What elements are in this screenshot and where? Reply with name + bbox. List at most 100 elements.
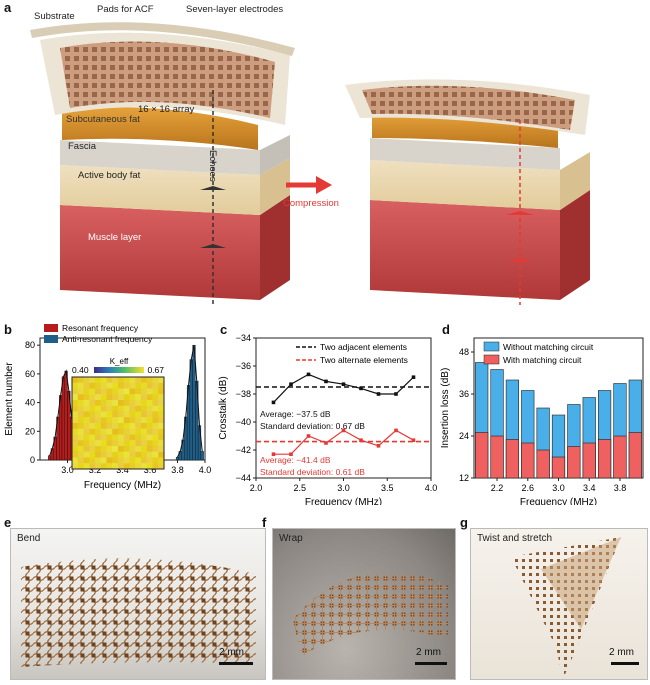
chart-b-bar (200, 451, 204, 461)
chart-b-heatmap-cell (158, 411, 165, 418)
chart-b-heatmap-cell (106, 440, 113, 447)
chart-b-heatmap-cell (135, 428, 142, 435)
chart-b-colorbar (94, 367, 144, 373)
chart-b-heatmap-cell (77, 382, 84, 389)
chart-c-annotation: Average: −37.5 dB (260, 409, 331, 419)
chart-b-heatmap-cell (135, 377, 142, 383)
chart-c-ytick-label: −34 (236, 333, 251, 343)
chart-d-bar-with (597, 439, 612, 479)
twist-array-image (511, 537, 621, 679)
chart-b-heatmap-cell (112, 440, 119, 447)
chart-c-legend-label: Two adjacent elements (320, 342, 407, 352)
chart-b-ytick-label: 80 (25, 340, 35, 350)
chart-b-heatmap-cell (141, 428, 147, 435)
chart-c-point (394, 428, 398, 433)
label-muscle: Muscle layer (88, 232, 142, 243)
chart-b-heatmap-cell (106, 382, 113, 389)
chart-b-heatmap-cell (89, 411, 96, 418)
chart-b-heatmap-cell (72, 394, 78, 401)
chart-d-bar-with (536, 449, 550, 479)
chart-b-bar (61, 376, 65, 461)
chart-b-heatmap-cell (112, 451, 119, 458)
chart-b-heatmap-cell (123, 400, 130, 406)
chart-b-heatmap-cell (152, 451, 159, 458)
chart-b-heatmap-cell (141, 440, 147, 447)
chart-b-heatmap-cell (89, 400, 96, 406)
chart-b-heatmap-cell (118, 394, 124, 401)
chart-b: 0 20 40 60 80 3.0 3.2 3.4 3.6 3.8 4.0 Frequency (MH… (4, 323, 211, 491)
chart-b-heatmap-cell (129, 411, 136, 418)
chart-b-heatmap-cell (118, 405, 124, 412)
chart-b-heatmap-cell (135, 457, 142, 464)
chart-b-heatmap-cell (123, 434, 130, 441)
chart-b-heatmap-cell (135, 388, 142, 395)
chart-d-xtick-label: 3.0 (552, 483, 565, 493)
tissue-block-left (30, 22, 295, 305)
chart-b-heatmap-cell (112, 434, 119, 441)
chart-b-heatmap-cell (158, 457, 165, 464)
chart-b-heatmap-cell (77, 388, 84, 395)
chart-b-heatmap-cell (158, 388, 165, 395)
chart-c-xtick-label: 2.5 (293, 483, 306, 493)
chart-b-heatmap-cell (152, 394, 159, 401)
chart-b-heatmap-cell (83, 451, 90, 458)
chart-b-ytick-label: 40 (25, 398, 35, 408)
bend-label: Bend (17, 533, 41, 544)
label-electrodes: Seven-layer electrodes (186, 4, 284, 15)
chart-b-heatmap-cell (118, 411, 124, 418)
chart-b-heatmap-cell (118, 417, 124, 424)
chart-b-heatmap-cell (112, 377, 119, 383)
chart-b-heatmap-cell (95, 377, 101, 383)
chart-b-heatmap-cell (77, 446, 84, 452)
chart-d-bar-with (475, 432, 489, 479)
chart-c-point (376, 444, 381, 448)
chart-c-annotation: Average: −41.4 dB (260, 455, 331, 465)
chart-d-ytick-label: 12 (459, 473, 469, 483)
chart-b-heatmap-cell (100, 400, 107, 406)
chart-b-heatmap-cell (123, 405, 130, 412)
wrap-array-image (293, 572, 448, 657)
scale-label-g: 2 mm (609, 647, 634, 658)
wrap-label: Wrap (279, 533, 303, 544)
chart-c-series-line (273, 373, 414, 403)
chart-b-heatmap-cell (146, 394, 153, 401)
chart-b-heatmap-cell (89, 417, 96, 424)
chart-c-point (324, 379, 328, 384)
chart-b-heatmap-cell (100, 411, 107, 418)
chart-b-heatmap-cell (89, 446, 96, 452)
chart-b-heatmap-cell (77, 434, 84, 441)
chart-b-heatmap-cell (146, 388, 153, 395)
chart-d-xtick-label: 3.4 (583, 483, 596, 493)
chart-b-heatmap-cell (146, 446, 153, 452)
chart-b-heatmap-cell (118, 428, 124, 435)
chart-c-annotation: Standard deviation: 0.61 dB (260, 467, 365, 477)
chart-b-heatmap-cell (83, 446, 90, 452)
chart-b-heatmap-cell (118, 423, 124, 429)
chart-b-heatmap-cell (158, 446, 165, 452)
chart-b-heatmap-cell (141, 411, 147, 418)
chart-b-heatmap-cell (89, 405, 96, 412)
chart-b-heatmap-cell (95, 446, 101, 452)
chart-b-heatmap-cell (72, 388, 78, 395)
chart-b-heatmap-cell (106, 377, 113, 383)
chart-b-heatmap-cell (112, 463, 119, 470)
chart-b-heatmap-cell (89, 434, 96, 441)
chart-b-heatmap-cell (112, 400, 119, 406)
chart-b-heatmap-cell (77, 417, 84, 424)
chart-b-heatmap-cell (123, 382, 130, 389)
chart-b-heatmap-cell (129, 423, 136, 429)
chart-b-xtick-label: 3.4 (116, 465, 129, 475)
chart-b-heatmap-cell (95, 440, 101, 447)
panel-d-letter: d (442, 322, 450, 337)
chart-c-ytick-label: −36 (236, 361, 251, 371)
chart-d-xtick-label: 3.8 (614, 483, 627, 493)
chart-b-heatmap-cell (135, 434, 142, 441)
chart-b-legend-swatch (44, 335, 58, 343)
chart-b-heatmap-cell (95, 463, 101, 470)
chart-b-heatmap-cell (146, 434, 153, 441)
chart-b-heatmap-cell (72, 417, 78, 424)
chart-b-heatmap-cell (118, 434, 124, 441)
chart-b-heatmap-cell (100, 428, 107, 435)
chart-b-heatmap-cell (146, 417, 153, 424)
chart-b-heatmap-cell (95, 394, 101, 401)
